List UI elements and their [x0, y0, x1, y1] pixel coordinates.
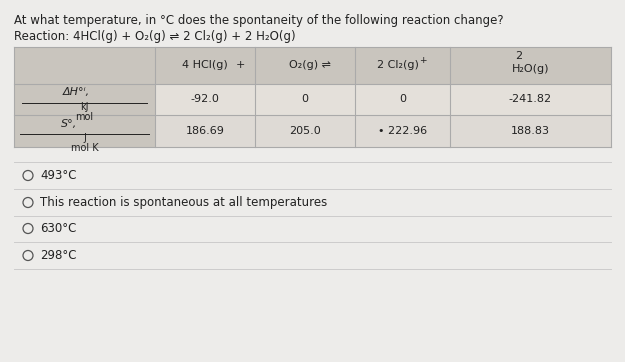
- Text: At what temperature, in °C does the spontaneity of the following reaction change: At what temperature, in °C does the spon…: [14, 14, 504, 27]
- Text: S°,: S°,: [61, 119, 78, 129]
- Text: kJ: kJ: [80, 101, 89, 111]
- Text: 2 Cl₂(g): 2 Cl₂(g): [376, 60, 419, 71]
- Text: Reaction: 4HCl(g) + O₂(g) ⇌ 2 Cl₂(g) + 2 H₂O(g): Reaction: 4HCl(g) + O₂(g) ⇌ 2 Cl₂(g) + 2…: [14, 30, 296, 43]
- Text: H₂O(g): H₂O(g): [512, 63, 549, 73]
- Text: ΔH°ⁱ,: ΔH°ⁱ,: [63, 87, 90, 97]
- Text: 186.69: 186.69: [186, 126, 224, 136]
- Text: 0: 0: [301, 94, 309, 105]
- Text: 2: 2: [515, 51, 522, 61]
- Text: J: J: [83, 133, 86, 143]
- Text: 493°C: 493°C: [40, 169, 76, 182]
- Text: +: +: [419, 56, 426, 65]
- Text: mol K: mol K: [71, 143, 98, 153]
- Text: -92.0: -92.0: [191, 94, 219, 105]
- Text: 298°C: 298°C: [40, 249, 76, 262]
- Text: -241.82: -241.82: [509, 94, 552, 105]
- Text: • 222.96: • 222.96: [378, 126, 427, 136]
- Text: O₂(g) ⇌: O₂(g) ⇌: [289, 60, 331, 71]
- Text: 630°C: 630°C: [40, 222, 76, 235]
- Text: +: +: [235, 60, 245, 71]
- Bar: [14, 84, 155, 147]
- Bar: [155, 115, 611, 147]
- Text: This reaction is spontaneous at all temperatures: This reaction is spontaneous at all temp…: [40, 196, 328, 209]
- Text: 205.0: 205.0: [289, 126, 321, 136]
- Text: mol: mol: [76, 111, 94, 122]
- Text: 188.83: 188.83: [511, 126, 550, 136]
- Text: 4 HCl(g): 4 HCl(g): [182, 60, 228, 71]
- Text: 0: 0: [399, 94, 406, 105]
- Bar: [14, 47, 611, 84]
- Bar: [155, 84, 611, 115]
